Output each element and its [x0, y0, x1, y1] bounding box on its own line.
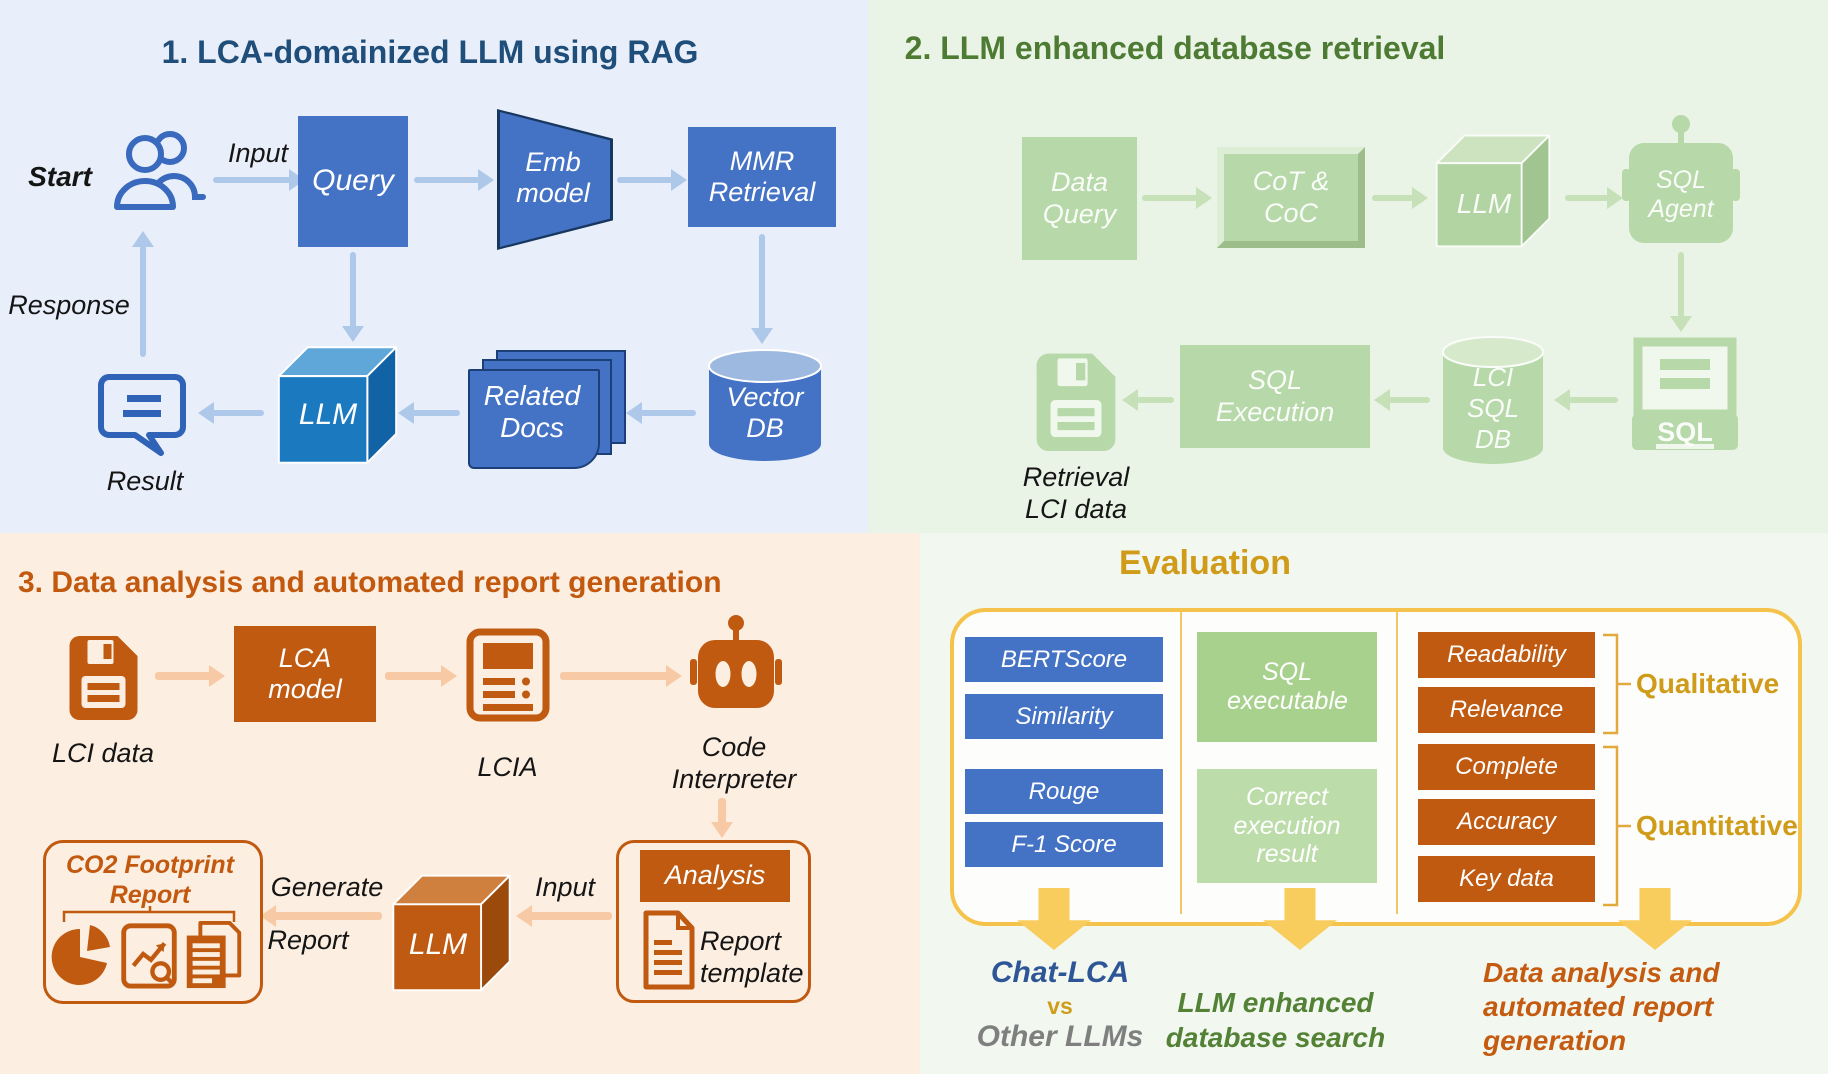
result-bubble-icon — [98, 374, 186, 456]
metric-sql-executable: SQL executable — [1197, 632, 1377, 742]
data-query-node: Data Query — [1022, 137, 1137, 260]
lca-model-node: LCA model — [234, 626, 376, 722]
arrow-llm-to-result — [212, 410, 264, 416]
lcia-icon — [466, 628, 550, 722]
arrow-robot-to-analysis — [718, 798, 726, 824]
report-template-icon — [643, 910, 695, 990]
report-label: Report — [267, 925, 349, 955]
lci-sql-db-label: LCI SQL DB — [1466, 362, 1520, 454]
user-icon — [114, 131, 206, 210]
code-interpreter-label: Code Interpreter — [671, 732, 797, 794]
llm-cube-orange-label: LLM — [408, 928, 468, 961]
sql-agent-label: SQL Agent — [1648, 166, 1714, 223]
evaluation-title: Evaluation — [1119, 544, 1291, 582]
arrow-emb-to-mmr — [617, 177, 673, 183]
co2-report-container — [43, 840, 263, 1004]
metric-correct-execution: Correct execution result — [1197, 769, 1377, 883]
llm-cube-blue — [277, 346, 398, 464]
arrow-lcidb-to-exec — [1388, 397, 1430, 403]
co2-report-title: CO2 Footprint Report — [65, 851, 235, 909]
sql-agent-icon — [1622, 115, 1740, 243]
co2-bracket — [62, 906, 236, 922]
q2-title: 2. LLM enhanced database retrieval — [904, 30, 1446, 66]
arrow-docs-to-llm — [412, 410, 460, 416]
lci-data-floppy-icon — [69, 636, 138, 720]
retrieval-lci-label: Retrieval LCI data — [1022, 462, 1130, 524]
llm-cube-orange — [392, 874, 511, 992]
arrow-input — [213, 177, 291, 183]
vector-db-icon — [708, 349, 822, 461]
metric-complete: Complete — [1418, 744, 1595, 790]
metric-relevance: Relevance — [1418, 687, 1595, 733]
metric-bertscore: BERTScore — [965, 637, 1163, 682]
vector-db-label: Vector DB — [726, 382, 804, 443]
llm-cube-green — [1435, 134, 1551, 248]
other-llms-label: Other LLMs — [976, 1020, 1144, 1053]
quantitative-label: Quantitative — [1636, 810, 1798, 841]
arrow-llm-to-agent — [1565, 195, 1609, 201]
metric-accuracy: Accuracy — [1418, 799, 1595, 845]
documents-icon — [186, 920, 242, 989]
arrow-cot-to-llm — [1372, 195, 1414, 201]
q3-title: 3. Data analysis and automated report ge… — [18, 566, 722, 599]
lci-sql-db-icon — [1442, 336, 1544, 464]
arrow-sql-to-lcidb — [1568, 397, 1618, 403]
arrow-lca-to-lcia — [385, 672, 443, 680]
query-node: Query — [298, 116, 408, 247]
metric-key-data: Key data — [1418, 856, 1595, 902]
arrow-agent-to-sql — [1678, 252, 1684, 318]
evaluation-divider-1 — [1180, 612, 1182, 914]
llm-cube-green-label: LLM — [1456, 188, 1512, 219]
analysis-node: Analysis — [640, 850, 790, 902]
metric-readability: Readability — [1418, 632, 1595, 678]
analysis-container — [616, 840, 811, 1003]
arrow-vectordb-to-docs — [640, 410, 696, 416]
code-interpreter-icon — [690, 615, 782, 708]
arrow-query-to-emb — [414, 177, 480, 183]
mmr-retrieval-node: MMR Retrieval — [688, 127, 836, 227]
sql-file-icon — [1632, 337, 1738, 450]
arrow-lcia-to-robot — [560, 672, 668, 680]
metric-similarity: Similarity — [965, 694, 1163, 739]
lci-data-label: LCI data — [51, 738, 155, 768]
generate-label: Generate — [270, 872, 384, 902]
q1-title: 1. LCA-domainized LLM using RAG — [161, 34, 699, 70]
llm-cube-blue-label: LLM — [298, 398, 358, 431]
sql-file-label: SQL — [1657, 417, 1713, 447]
metric-f1-score: F-1 Score — [965, 822, 1163, 867]
retrieval-floppy-icon — [1036, 353, 1116, 451]
input-label: Input — [227, 138, 289, 168]
arrow-llm-to-co2 — [274, 912, 382, 920]
arrow-lcidata-to-lca — [155, 672, 211, 680]
quantitative-bracket — [1603, 745, 1631, 907]
metric-rouge: Rouge — [965, 769, 1163, 814]
related-docs-node: Related Docs — [468, 350, 626, 469]
arrow-query-to-llm — [350, 252, 356, 328]
arrow-mmr-to-vectordb — [759, 234, 765, 330]
response-label: Response — [8, 290, 130, 320]
evaluation-divider-2 — [1396, 612, 1398, 914]
pie-chart-icon — [51, 925, 110, 985]
arrow-exec-to-floppy — [1136, 397, 1174, 403]
arrow-response — [140, 245, 146, 357]
chart-report-icon — [121, 923, 177, 989]
arrow-dataquery-to-cot — [1142, 195, 1198, 201]
qualitative-bracket — [1603, 633, 1631, 735]
lcia-label: LCIA — [477, 752, 538, 782]
doc-page-front — [468, 369, 600, 469]
start-label: Start — [28, 161, 92, 192]
vs-label: vs — [1047, 993, 1073, 1019]
result-label: Result — [106, 466, 184, 496]
report-template-label: Report template — [700, 926, 804, 988]
sql-execution-node: SQL Execution — [1180, 345, 1370, 448]
chat-lca-label: Chat-LCA — [990, 956, 1130, 989]
report-gen-label: Data analysis and automated report gener… — [1483, 957, 1720, 1057]
q3-input-label: Input — [534, 872, 596, 902]
cot-coc-node: CoT & CoC — [1217, 147, 1365, 248]
db-search-label: LLM enhanced database search — [1165, 987, 1386, 1053]
qualitative-label: Qualitative — [1636, 668, 1780, 699]
arrow-analysis-to-llm — [530, 912, 612, 920]
